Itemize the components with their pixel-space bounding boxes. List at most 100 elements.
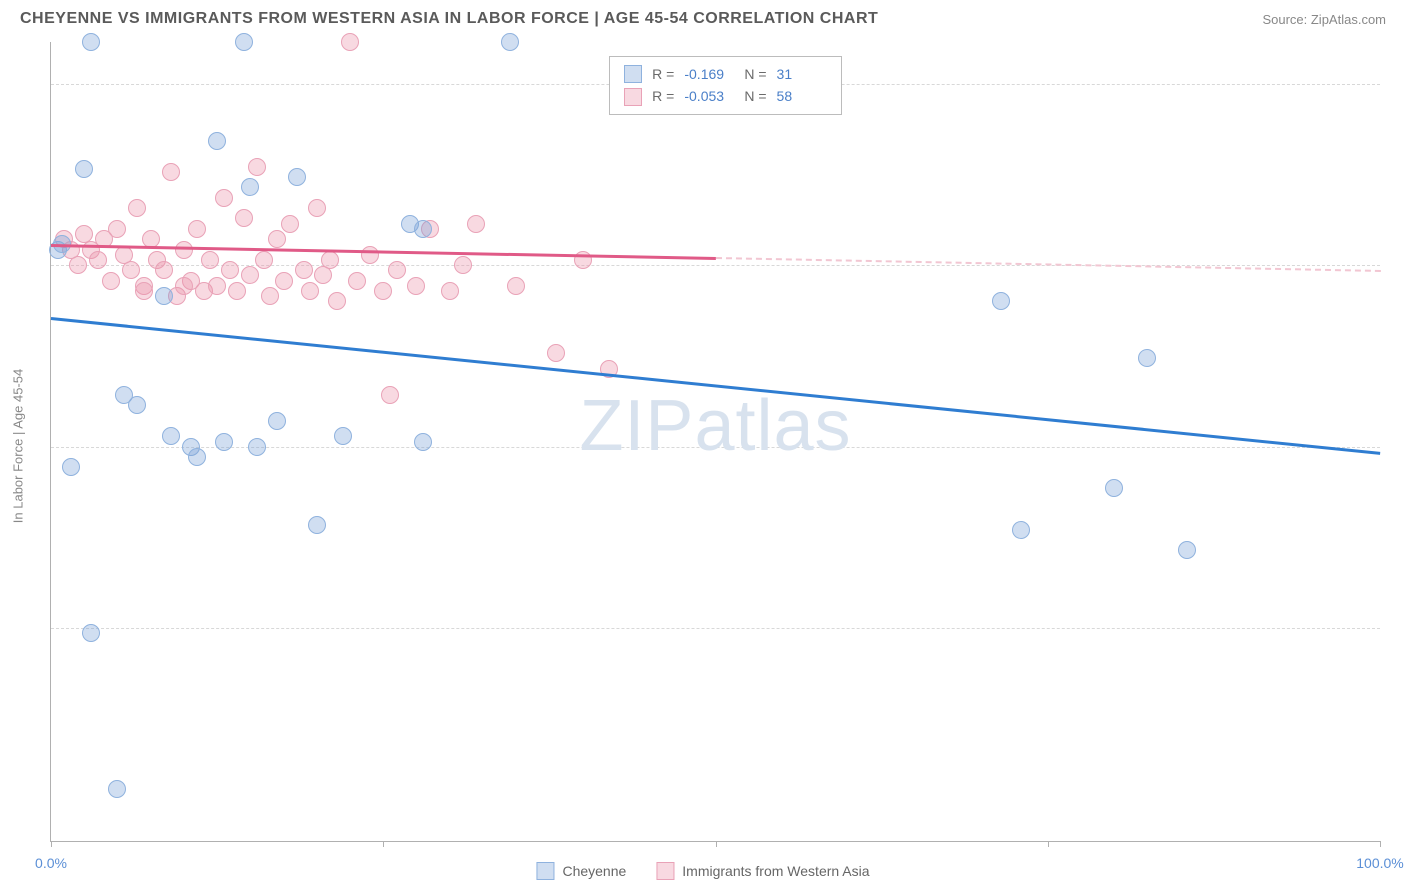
data-point-pink [215, 189, 233, 207]
data-point-pink [314, 266, 332, 284]
data-point-blue [215, 433, 233, 451]
data-point-blue [155, 287, 173, 305]
data-point-pink [374, 282, 392, 300]
data-point-pink [261, 287, 279, 305]
data-point-blue [501, 33, 519, 51]
xtick-label: 100.0% [1356, 855, 1403, 871]
bottom-legend: Cheyenne Immigrants from Western Asia [536, 862, 869, 880]
data-point-pink [388, 261, 406, 279]
data-point-pink [507, 277, 525, 295]
data-point-pink [268, 230, 286, 248]
data-point-pink [348, 272, 366, 290]
data-point-pink [255, 251, 273, 269]
data-point-blue [108, 780, 126, 798]
data-point-blue [308, 516, 326, 534]
data-point-pink [381, 386, 399, 404]
data-point-blue [82, 33, 100, 51]
chart-title: CHEYENNE VS IMMIGRANTS FROM WESTERN ASIA… [20, 10, 878, 28]
data-point-blue [1012, 521, 1030, 539]
data-point-pink [295, 261, 313, 279]
data-point-blue [414, 433, 432, 451]
data-point-pink [108, 220, 126, 238]
n-label: N = [744, 63, 766, 85]
data-point-blue [248, 438, 266, 456]
data-point-blue [82, 624, 100, 642]
swatch-blue [536, 862, 554, 880]
n-value-blue: 31 [777, 63, 827, 85]
data-point-blue [1105, 479, 1123, 497]
data-point-pink [341, 33, 359, 51]
chart-plot-area: 47.5%65.0%82.5%100.0%0.0%100.0% ZIPatlas… [50, 42, 1380, 842]
data-point-blue [1178, 541, 1196, 559]
xtick-label: 0.0% [35, 855, 67, 871]
data-point-pink [248, 158, 266, 176]
legend-item-blue: Cheyenne [536, 862, 626, 880]
r-label: R = [652, 63, 674, 85]
swatch-pink [656, 862, 674, 880]
data-point-pink [175, 277, 193, 295]
gridline [51, 628, 1380, 629]
r-label: R = [652, 85, 674, 107]
data-point-pink [547, 344, 565, 362]
data-point-blue [62, 458, 80, 476]
data-point-blue [208, 132, 226, 150]
r-value-pink: -0.053 [684, 85, 734, 107]
data-point-blue [162, 427, 180, 445]
data-point-blue [1138, 349, 1156, 367]
data-point-pink [281, 215, 299, 233]
data-point-pink [221, 261, 239, 279]
data-point-blue [288, 168, 306, 186]
data-point-pink [208, 277, 226, 295]
xtick [1048, 841, 1049, 847]
data-point-blue [268, 412, 286, 430]
legend-item-pink: Immigrants from Western Asia [656, 862, 869, 880]
data-point-pink [301, 282, 319, 300]
data-point-pink [275, 272, 293, 290]
y-axis-label: In Labor Force | Age 45-54 [11, 369, 26, 523]
data-point-pink [241, 266, 259, 284]
data-point-pink [328, 292, 346, 310]
stat-row-blue: R = -0.169 N = 31 [624, 63, 826, 85]
data-point-blue [188, 448, 206, 466]
data-point-pink [188, 220, 206, 238]
data-point-pink [162, 163, 180, 181]
stat-row-pink: R = -0.053 N = 58 [624, 85, 826, 107]
data-point-pink [361, 246, 379, 264]
swatch-pink [624, 88, 642, 106]
data-point-pink [308, 199, 326, 217]
source-label: Source: ZipAtlas.com [1262, 12, 1386, 27]
data-point-blue [241, 178, 259, 196]
data-point-blue [235, 33, 253, 51]
n-label: N = [744, 85, 766, 107]
data-point-pink [235, 209, 253, 227]
legend-label-blue: Cheyenne [562, 863, 626, 879]
data-point-pink [321, 251, 339, 269]
n-value-pink: 58 [777, 85, 827, 107]
data-point-pink [454, 256, 472, 274]
data-point-pink [128, 199, 146, 217]
data-point-blue [334, 427, 352, 445]
data-point-pink [201, 251, 219, 269]
xtick [383, 841, 384, 847]
data-point-pink [69, 256, 87, 274]
correlation-stat-box: R = -0.169 N = 31 R = -0.053 N = 58 [609, 56, 841, 115]
r-value-blue: -0.169 [684, 63, 734, 85]
swatch-blue [624, 65, 642, 83]
regression-line-blue [51, 317, 1380, 454]
xtick [51, 841, 52, 847]
data-point-pink [89, 251, 107, 269]
data-point-pink [467, 215, 485, 233]
data-point-pink [407, 277, 425, 295]
xtick [716, 841, 717, 847]
data-point-blue [75, 160, 93, 178]
data-point-blue [128, 396, 146, 414]
ytick-label: 82.5% [1388, 257, 1406, 273]
ytick-label: 47.5% [1388, 620, 1406, 636]
data-point-pink [228, 282, 246, 300]
data-point-pink [155, 261, 173, 279]
data-point-pink [102, 272, 120, 290]
data-point-pink [175, 241, 193, 259]
data-point-pink [135, 282, 153, 300]
legend-label-pink: Immigrants from Western Asia [682, 863, 869, 879]
data-point-blue [414, 220, 432, 238]
